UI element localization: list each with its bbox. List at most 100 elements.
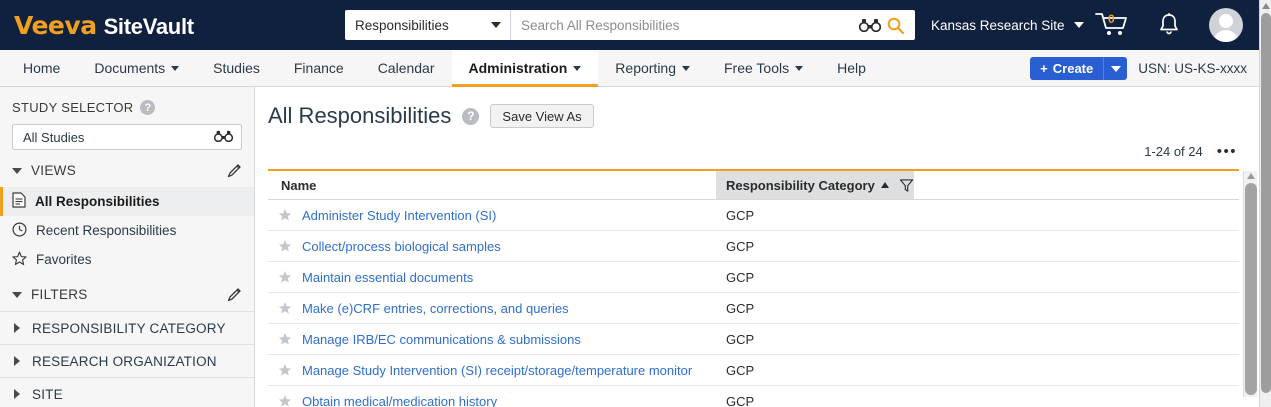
filter-funnel-icon[interactable] [899,178,914,193]
nav-label: Help [837,60,866,76]
table-row[interactable]: Administer Study Intervention (SI) GCP [268,200,1239,231]
binoculars-icon[interactable] [859,18,881,32]
browser-scrollbar[interactable] [1259,0,1271,407]
favorite-star-icon[interactable] [268,239,302,253]
table-accent-rule [268,169,1239,171]
study-selector-value: All Studies [23,129,85,145]
column-header-name[interactable]: Name [268,171,716,199]
scroll-up-arrow-icon[interactable] [1262,3,1270,9]
column-header-label: Name [281,177,317,193]
responsibility-name-link[interactable]: Obtain medical/medication history [302,393,498,407]
nav-item-documents[interactable]: Documents [77,50,196,86]
help-icon[interactable]: ? [462,107,480,125]
sidebar-item-recent-responsibilities[interactable]: Recent Responsibilities [0,216,254,245]
nav-label: Calendar [377,60,435,76]
triangle-right-icon [14,356,20,366]
sidebar-item-favorites[interactable]: Favorites [0,245,254,274]
chevron-down-icon [491,22,501,28]
responsibility-category-value: GCP [726,207,755,223]
favorite-star-icon[interactable] [268,208,302,222]
study-selector-label: STUDY SELECTOR [12,100,134,115]
create-button[interactable]: + Create [1030,57,1128,80]
binoculars-icon[interactable] [213,130,234,145]
table-row[interactable]: Collect/process biological samples GCP [268,231,1239,262]
sidebar-item-label: All Responsibilities [35,194,160,209]
nav-item-calendar[interactable]: Calendar [361,50,452,86]
nav-item-administration[interactable]: Administration [451,50,599,87]
table-row[interactable]: Manage IRB/EC communications & submissio… [268,324,1239,355]
logo-sitevault-text: SiteVault [103,13,195,39]
clock-icon [12,221,27,240]
study-selector-input[interactable]: All Studies [12,124,242,150]
top-header-bar: Veeva SiteVault Responsibilities [0,0,1259,50]
responsibility-category-value: GCP [726,238,755,254]
table-scrollbar-thumb[interactable] [1245,183,1257,395]
site-name-label: Kansas Research Site [931,17,1065,33]
sidebar-item-all-responsibilities[interactable]: All Responsibilities [0,187,254,216]
favorite-star-icon[interactable] [268,270,302,284]
help-icon[interactable]: ? [140,100,156,115]
table-row[interactable]: Make (e)CRF entries, corrections, and qu… [268,293,1239,324]
user-avatar[interactable] [1209,8,1243,42]
triangle-down-icon [12,167,22,174]
sidebar-item-label: Recent Responsibilities [36,223,177,238]
table-row[interactable]: Maintain essential documents GCP [268,262,1239,293]
logo-veeva-text: Veeva [14,10,97,40]
filter-research-organization[interactable]: RESEARCH ORGANIZATION [0,344,254,377]
veeva-sitevault-logo[interactable]: Veeva SiteVault [14,11,194,40]
browser-scrollbar-thumb[interactable] [1261,13,1271,393]
nav-item-help[interactable]: Help [820,50,883,86]
responsibility-name-link[interactable]: Make (e)CRF entries, corrections, and qu… [302,300,569,316]
edit-pencil-icon[interactable] [227,287,242,302]
responsibilities-table: Name Responsibility Category [256,169,1259,407]
responsibility-name-link[interactable]: Collect/process biological samples [302,238,501,254]
more-options-icon[interactable]: ••• [1216,143,1237,160]
nav-item-finance[interactable]: Finance [277,50,361,86]
responsibility-name-link[interactable]: Administer Study Intervention (SI) [302,207,497,223]
table-header-row: Name Responsibility Category [268,171,1239,200]
save-view-as-label: Save View As [502,108,582,124]
search-input[interactable] [511,11,859,39]
favorite-star-icon[interactable] [268,332,302,346]
table-row[interactable]: Obtain medical/medication history GCP [268,386,1239,407]
responsibility-category-value: GCP [726,331,755,347]
nav-item-free-tools[interactable]: Free Tools [707,50,820,86]
scroll-up-arrow-icon[interactable] [1247,173,1255,179]
favorite-star-icon[interactable] [268,301,302,315]
views-section-header[interactable]: VIEWS [0,150,254,187]
responsibility-name-link[interactable]: Manage Study Intervention (SI) receipt/s… [302,362,693,378]
main-navigation-bar: Home Documents Studies Finance Calendar … [0,50,1259,87]
nav-item-home[interactable]: Home [6,50,77,86]
edit-pencil-icon[interactable] [227,163,242,178]
responsibility-name-link[interactable]: Maintain essential documents [302,269,474,285]
filter-site[interactable]: SITE [0,377,254,407]
cart-count-badge: 0 [1108,12,1115,26]
site-selector-dropdown[interactable]: Kansas Research Site [931,0,1084,50]
create-button-label: Create [1052,61,1094,76]
search-scope-dropdown[interactable]: Responsibilities [345,10,511,40]
nav-label: Documents [94,60,166,76]
table-row[interactable]: Manage Study Intervention (SI) receipt/s… [268,355,1239,386]
notifications-bell-icon[interactable] [1158,12,1180,41]
triangle-right-icon [14,323,20,333]
chevron-down-icon [171,65,180,71]
filters-section-label: FILTERS [31,287,88,302]
cart-button[interactable]: 0 [1095,11,1129,43]
save-view-as-button[interactable]: Save View As [490,104,594,128]
column-header-responsibility-category[interactable]: Responsibility Category [716,171,914,199]
nav-item-reporting[interactable]: Reporting [598,50,707,86]
create-button-main[interactable]: + Create [1030,57,1104,80]
responsibility-category-value: GCP [726,393,755,407]
favorite-star-icon[interactable] [268,394,302,407]
filter-label: RESEARCH ORGANIZATION [32,353,217,369]
search-icon[interactable] [887,17,904,34]
favorite-star-icon[interactable] [268,363,302,377]
table-scrollbar[interactable] [1243,171,1257,397]
create-dropdown-toggle[interactable] [1103,57,1128,80]
filter-responsibility-category[interactable]: RESPONSIBILITY CATEGORY [0,311,254,344]
plus-icon: + [1040,61,1048,76]
filters-section-header[interactable]: FILTERS [0,274,254,311]
triangle-right-icon [14,389,20,399]
responsibility-name-link[interactable]: Manage IRB/EC communications & submissio… [302,331,581,347]
nav-item-studies[interactable]: Studies [196,50,277,86]
